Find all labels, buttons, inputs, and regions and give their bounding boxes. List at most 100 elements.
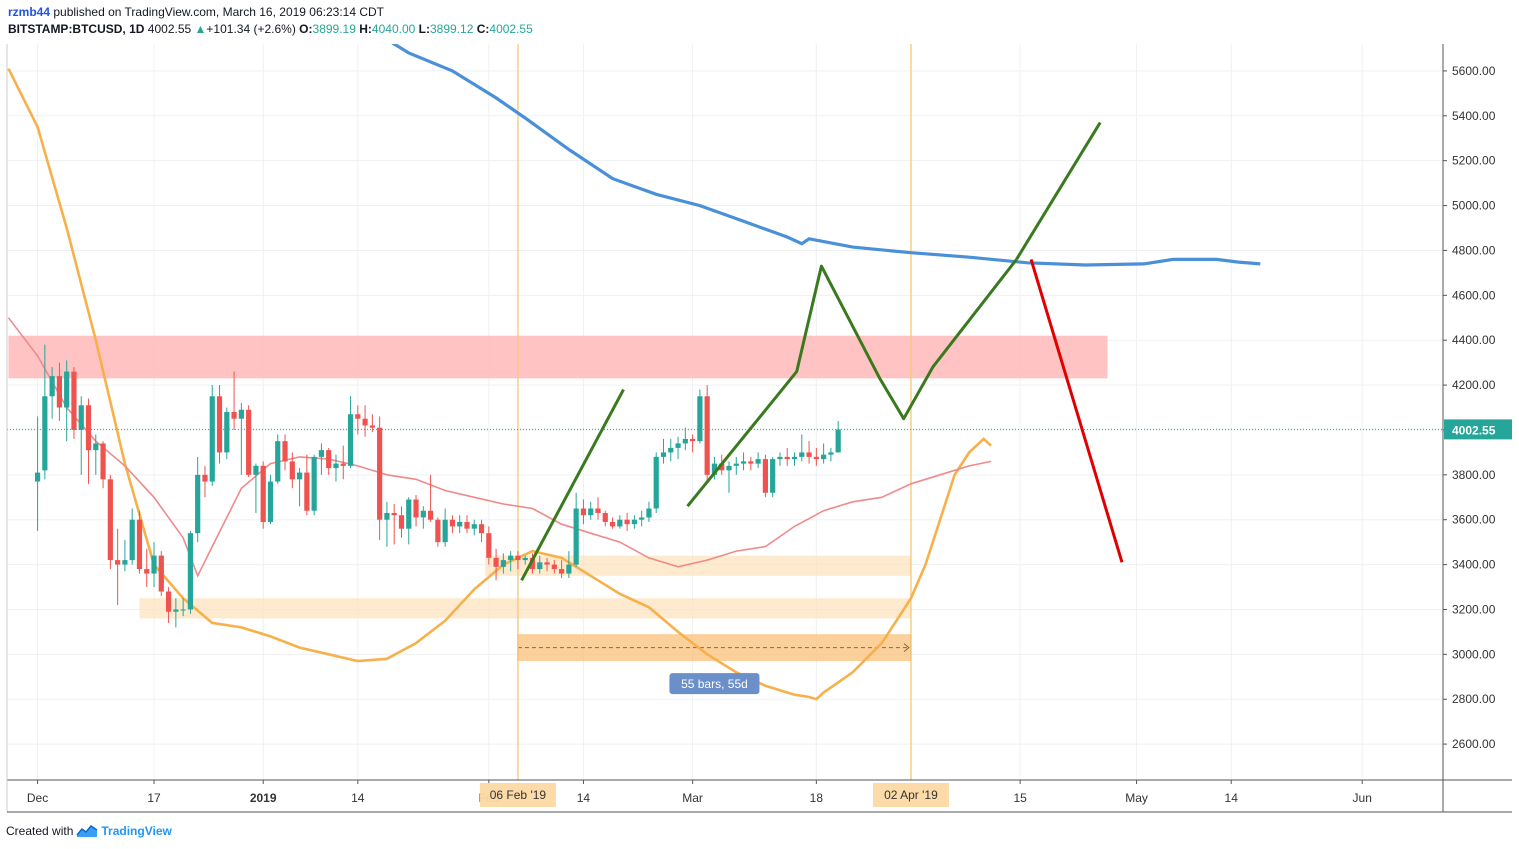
candle-body — [755, 459, 761, 464]
y-tick-label: 5600.00 — [1452, 64, 1496, 78]
y-tick-label: 4200.00 — [1452, 378, 1496, 392]
projection-bearish — [1029, 258, 1124, 563]
candle-body — [122, 560, 128, 565]
candle-body — [129, 519, 135, 561]
date-marker-tag — [479, 783, 556, 807]
close-value: 4002.55 — [489, 22, 533, 36]
change-arrow-icon: ▲ — [194, 22, 207, 36]
x-tick-label: 14 — [1225, 791, 1239, 805]
support-zone — [485, 555, 911, 576]
candle-body — [158, 555, 164, 592]
candle-body — [704, 396, 710, 475]
x-tick-label: 2019 — [250, 791, 277, 805]
candle-body — [813, 456, 819, 460]
candle-body — [253, 465, 259, 475]
candle-body — [588, 508, 594, 516]
candle-body — [784, 456, 790, 460]
candle-body — [246, 409, 252, 475]
candle-body — [668, 447, 674, 453]
y-tick-label: 5400.00 — [1452, 109, 1496, 123]
candle-body — [435, 519, 441, 543]
x-tick-label: Mar — [682, 791, 703, 805]
candle-body — [442, 519, 448, 543]
candle-body — [187, 533, 194, 610]
y-tick-label: 3600.00 — [1452, 513, 1496, 527]
candle-body — [522, 557, 528, 561]
y-tick-label: 5200.00 — [1452, 154, 1496, 168]
resistance-zone — [8, 335, 1108, 379]
candle-body — [639, 517, 645, 520]
candle-body — [675, 443, 681, 448]
candle-body — [740, 461, 747, 464]
candle-body — [78, 405, 84, 430]
candle-body — [318, 450, 325, 457]
open-label: O: — [299, 22, 313, 36]
candle-body — [427, 510, 434, 520]
candle-body — [311, 456, 317, 511]
last-price: 4002.55 — [147, 22, 192, 36]
candle-body — [457, 521, 463, 527]
candle-body — [224, 412, 230, 453]
tradingview-brand[interactable]: TradingView — [101, 824, 172, 838]
change-value: +101.34 (+2.6%) — [206, 22, 296, 36]
range-label-bg — [669, 673, 760, 695]
candle-body — [391, 512, 397, 516]
candle-body — [464, 521, 470, 529]
candle-body — [362, 418, 368, 426]
candle-body — [384, 512, 390, 520]
candle-body — [173, 609, 179, 612]
candle-body — [733, 463, 739, 466]
candle-body — [631, 519, 637, 525]
candle-body — [115, 560, 121, 565]
candle-body — [624, 519, 630, 525]
candle-body — [821, 454, 827, 460]
candle-body — [697, 396, 703, 442]
publish-info: rzmb44 published on TradingView.com, Mar… — [8, 5, 384, 19]
candle-body — [377, 427, 383, 520]
candle-body — [355, 414, 361, 419]
y-tick-label: 3800.00 — [1452, 468, 1496, 482]
x-tick-label: 18 — [810, 791, 824, 805]
candle-body — [413, 499, 419, 518]
y-tick-label: 3000.00 — [1452, 647, 1496, 661]
candle-body — [136, 519, 143, 570]
candle-body — [347, 414, 354, 466]
candle-body — [296, 472, 303, 480]
candle-body — [340, 463, 346, 466]
candle-body — [595, 508, 601, 513]
candle-body — [559, 569, 565, 574]
candle-body — [719, 463, 725, 471]
candle-body — [216, 396, 223, 453]
ma-orange — [7, 68, 992, 701]
candle-body — [406, 499, 412, 529]
candle-body — [398, 515, 405, 529]
candle-body — [493, 557, 499, 567]
candle-body — [151, 555, 157, 574]
candle-body — [282, 441, 288, 462]
candle-body — [165, 591, 172, 612]
candle-body — [144, 569, 150, 574]
date-marker-tag — [872, 783, 949, 807]
candle-body — [420, 510, 426, 518]
candle-body — [580, 508, 587, 516]
candle-body — [267, 481, 274, 522]
candle-body — [529, 557, 536, 570]
candle-body — [71, 371, 77, 430]
candle-body — [682, 438, 688, 444]
y-tick-label: 3400.00 — [1452, 558, 1496, 572]
author-link[interactable]: rzmb44 — [8, 5, 51, 19]
candle-body — [289, 461, 295, 480]
candle-body — [660, 452, 667, 457]
candle-body — [806, 452, 812, 457]
current-price-tag — [1444, 419, 1512, 440]
candle-body — [646, 508, 652, 518]
current-price-label: 4002.55 — [1452, 423, 1496, 437]
ma-pink — [7, 317, 992, 578]
candle-body — [508, 555, 514, 561]
candle-body — [369, 425, 375, 428]
candle-body — [449, 519, 456, 527]
candle-body — [478, 524, 485, 534]
candle-body — [486, 533, 492, 558]
candle-body — [573, 508, 579, 565]
